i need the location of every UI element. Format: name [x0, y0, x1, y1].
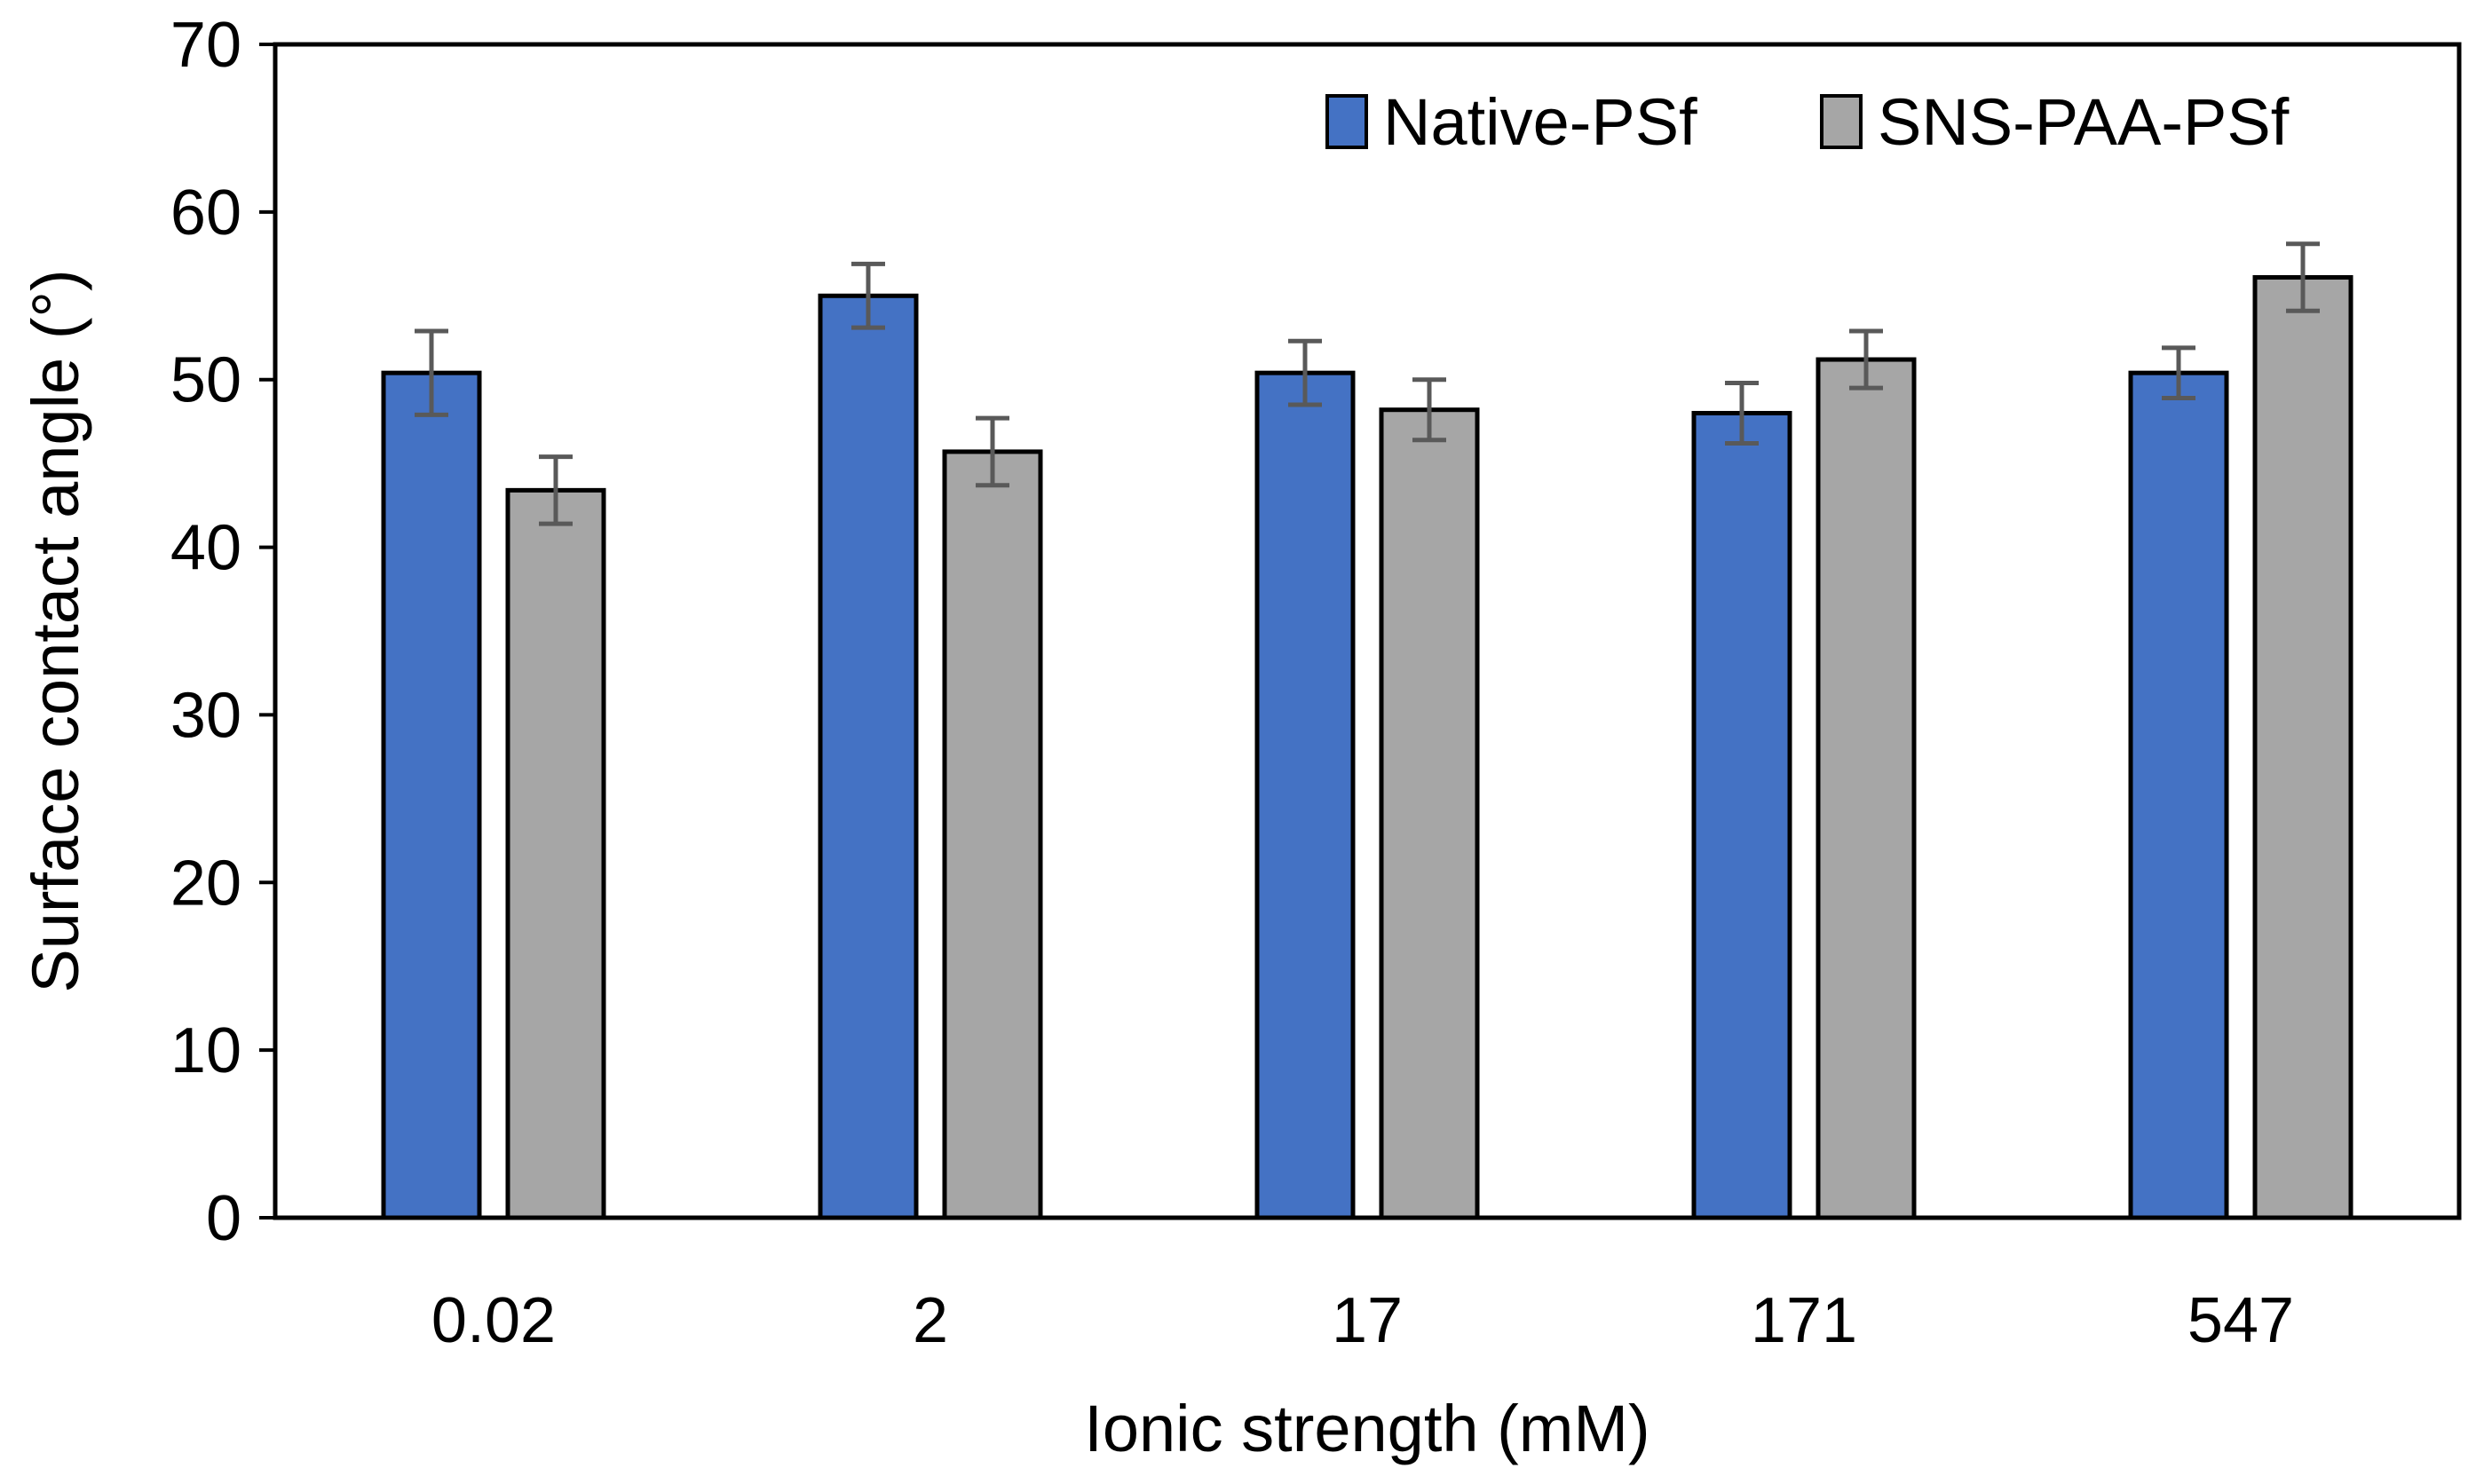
- bar-sns-paa-psf-171: [1816, 357, 1917, 1220]
- x-axis-ticks: 0.02 2 17 171 547: [431, 1285, 2294, 1356]
- x-tick-label-2: 2: [913, 1285, 948, 1356]
- legend-label-sns-paa-psf: SNS-PAA-PSf: [1878, 85, 2290, 159]
- y-tick-label: 70: [170, 10, 241, 81]
- y-tick-label: 0: [206, 1183, 241, 1254]
- error-bars-layer: [415, 241, 2320, 526]
- y-tick-label: 10: [170, 1015, 241, 1086]
- bar-sns-paa-psf-547: [2252, 275, 2353, 1220]
- bar-native-psf-547: [2128, 370, 2229, 1220]
- bar-sns-paa-psf-2: [942, 449, 1043, 1220]
- bar-native-psf-17: [1254, 370, 1356, 1220]
- x-tick-label-171: 171: [1751, 1285, 1857, 1356]
- legend-label-native-psf: Native-PSf: [1383, 85, 1697, 159]
- y-tick-label: 30: [170, 680, 241, 751]
- y-tick-label: 20: [170, 848, 241, 919]
- y-tick-label: 60: [170, 178, 241, 249]
- x-tick-label-17: 17: [1332, 1285, 1403, 1356]
- legend: Native-PSf SNS-PAA-PSf: [1325, 85, 2290, 159]
- y-axis-title: Surface contact angle (°): [19, 269, 92, 992]
- legend-swatch-sns-paa-psf: [1820, 94, 1863, 149]
- y-tick-label: 50: [170, 345, 241, 416]
- bar-native-psf-0-02: [381, 370, 482, 1220]
- legend-swatch-native-psf: [1325, 94, 1368, 149]
- bar-native-psf-171: [1691, 410, 1792, 1220]
- y-tick-label: 40: [170, 513, 241, 584]
- plot-frame: [273, 42, 2462, 1220]
- bar-sns-paa-psf-17: [1379, 407, 1480, 1220]
- y-axis-ticks: 0 10 20 30 40 50 60 70: [170, 10, 275, 1254]
- x-tick-label-0-02: 0.02: [431, 1285, 556, 1356]
- bar-sns-paa-psf-0-02: [505, 487, 606, 1220]
- x-tick-label-547: 547: [2187, 1285, 2294, 1356]
- bar-native-psf-2: [818, 293, 919, 1220]
- x-axis-title: Ionic strength (mM): [1084, 1392, 1649, 1465]
